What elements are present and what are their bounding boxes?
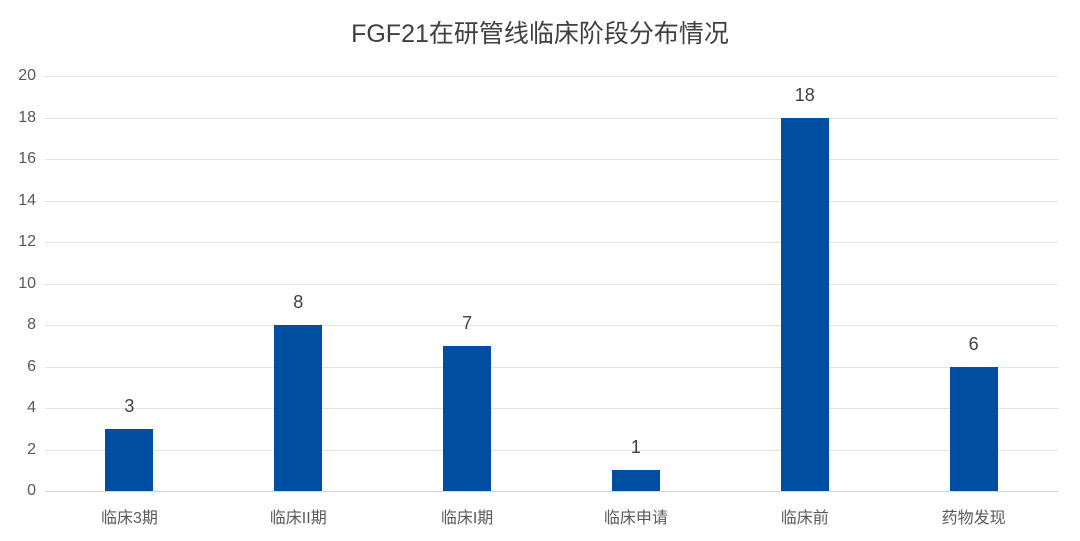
bar	[780, 117, 829, 491]
data-label: 7	[462, 312, 473, 333]
x-tick-label: 临床II期	[269, 510, 327, 527]
data-label: 1	[630, 437, 641, 458]
x-tick-label: 临床I期	[440, 510, 494, 527]
x-tick-label: 临床申请	[603, 510, 668, 527]
y-tick-label: 4	[27, 399, 36, 416]
y-tick-label: 18	[18, 108, 36, 126]
y-tick-label: 6	[27, 357, 36, 375]
x-tick-label: 临床3期	[100, 510, 158, 527]
x-tick-label: 药物发现	[941, 510, 1006, 527]
y-tick-label: 8	[27, 316, 36, 333]
x-axis-line	[45, 491, 1058, 492]
gridline	[45, 242, 1058, 243]
y-tick-label: 16	[18, 150, 36, 167]
gridline	[45, 325, 1058, 326]
gridline	[45, 200, 1058, 202]
gridline	[45, 366, 1058, 368]
bar	[443, 345, 492, 491]
y-tick-label: 14	[18, 191, 36, 209]
gridline	[45, 159, 1058, 160]
bar	[949, 366, 998, 491]
y-tick-label: 12	[18, 233, 36, 250]
gridline	[45, 76, 1058, 77]
bar	[611, 470, 660, 491]
chart-title: FGF21在研管线临床阶段分布情况	[351, 20, 729, 48]
gridline	[45, 408, 1058, 409]
y-tick-label: 0	[27, 482, 36, 499]
x-tick-label: 临床前	[780, 510, 829, 527]
data-label: 18	[794, 84, 815, 105]
gridline	[45, 449, 1058, 451]
bar	[105, 428, 154, 491]
data-label: 6	[968, 333, 979, 354]
plot-area: 3 8 7 1 18 6	[45, 76, 1058, 492]
y-tick-label: 20	[18, 67, 36, 84]
bar	[274, 325, 323, 491]
data-label: 3	[124, 395, 135, 416]
gridline	[45, 283, 1058, 285]
gridline	[45, 117, 1058, 119]
y-tick-label: 2	[27, 440, 36, 458]
y-tick-label: 10	[18, 274, 36, 292]
data-label: 8	[293, 292, 304, 312]
